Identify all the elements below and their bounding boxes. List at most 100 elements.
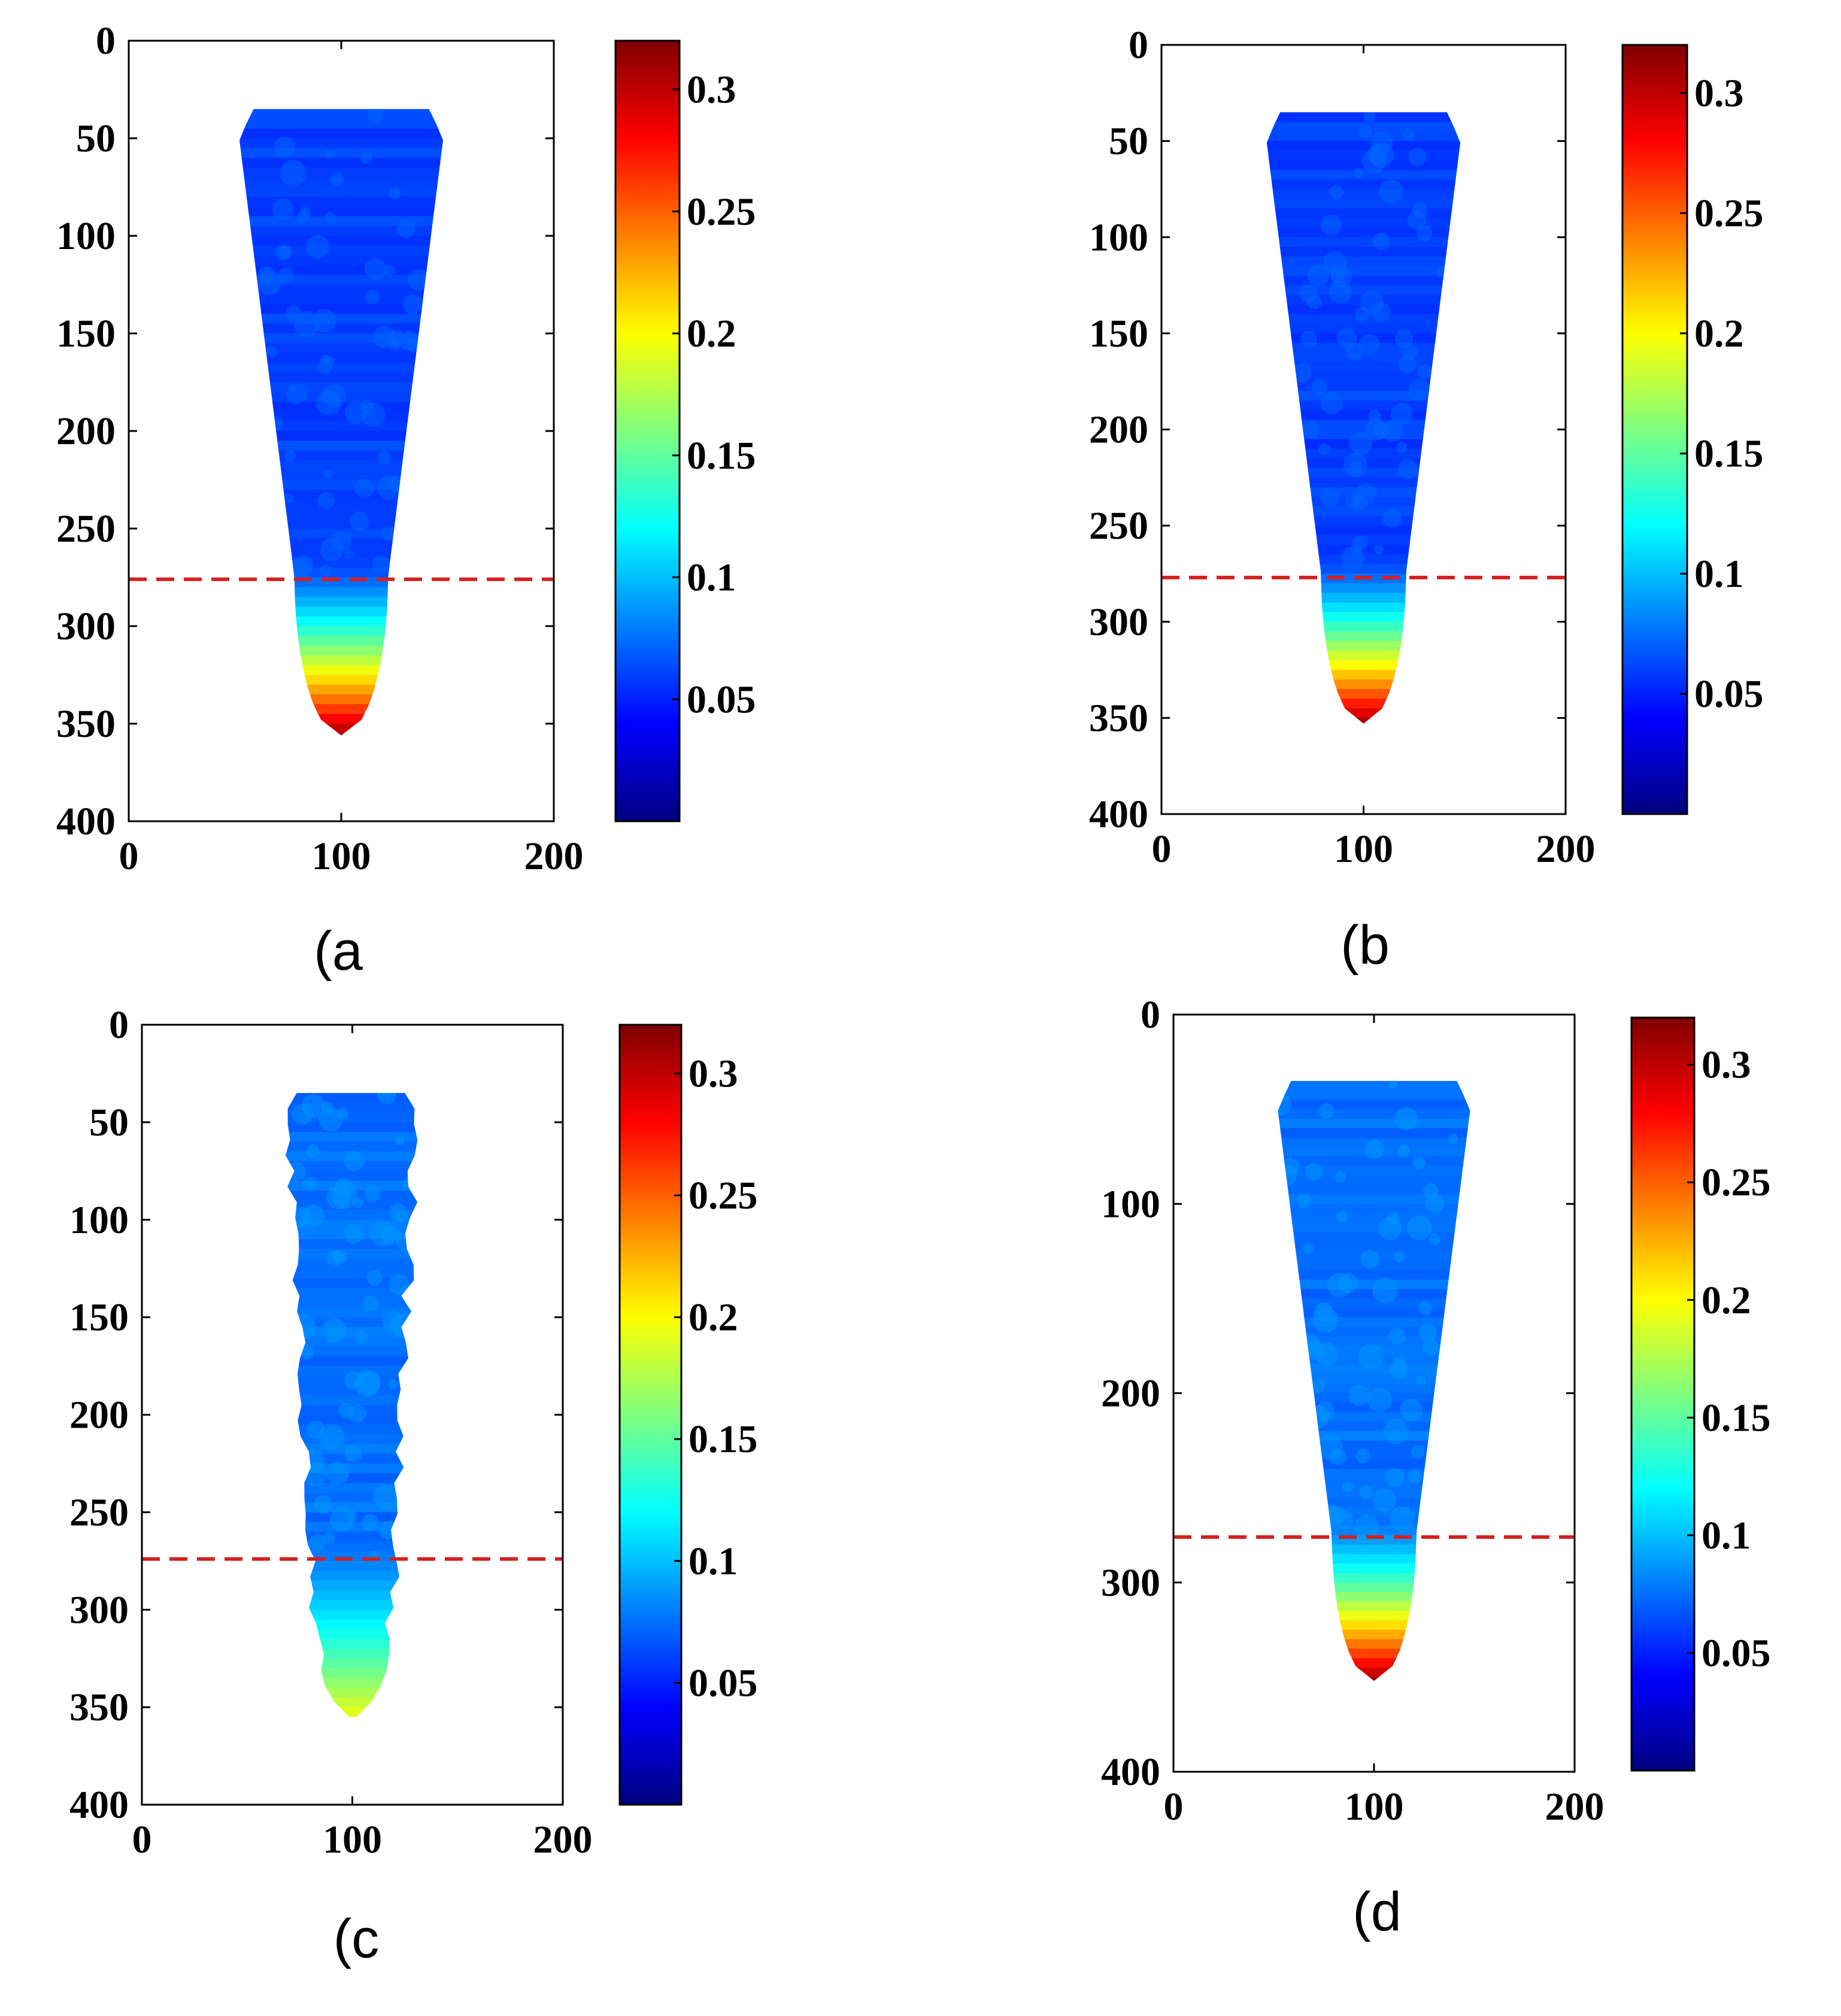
heat-band [1266,506,1461,517]
heat-band [1278,1109,1470,1119]
heat-speckle [360,151,372,164]
x-tick-label: 100 [1334,827,1393,871]
heat-band [1278,1507,1470,1517]
heat-speckle [383,265,395,277]
heat-speckle [290,558,311,579]
panel-caption: (c [333,1908,380,1969]
x-tick-label: 0 [1152,827,1172,871]
heat-band [285,1580,418,1591]
heat-band [1278,1374,1470,1385]
heat-speckle [1296,1333,1321,1358]
heat-field [285,1093,418,1717]
colorbar-tick-label: 0.2 [687,312,736,356]
heat-speckle [1358,333,1380,355]
colorbar-tick-label: 0.1 [1694,552,1744,596]
y-tick-label: 0 [109,1003,129,1047]
heat-band [239,636,443,646]
heat-band [239,216,443,227]
heat-band [285,1697,418,1708]
heat-speckle [329,1507,355,1532]
heat-speckle [381,526,397,541]
heat-speckle [365,290,380,305]
heat-band [1278,1592,1470,1602]
heat-band [1266,593,1461,603]
heat-speckle [1363,112,1376,123]
heat-band [285,1326,418,1338]
heat-band [239,441,443,451]
heat-speckle [395,1135,405,1146]
heat-speckle [1335,1171,1346,1183]
panel-caption: (a [314,921,363,982]
heat-band [239,323,443,334]
y-tick-label: 250 [1089,504,1148,548]
heat-band [239,450,443,461]
heat-speckle [1311,378,1328,395]
heat-speckle [1354,1514,1379,1539]
y-tick-label: 350 [1089,696,1148,740]
y-tick-label: 400 [1101,1750,1160,1794]
heat-speckle [1312,1307,1339,1333]
heat-speckle [303,1177,317,1191]
y-tick-label: 300 [1101,1561,1160,1605]
heat-speckle [1297,1194,1312,1209]
heat-speckle [1422,1338,1439,1356]
heat-speckle [278,245,292,259]
heat-band [1278,1582,1470,1593]
heat-band [285,1541,418,1552]
heat-band [239,333,443,344]
heat-band [1266,372,1461,382]
heat-band [1266,208,1461,219]
heat-band [1278,1677,1470,1681]
heat-band [1278,1080,1470,1091]
heat-speckle [289,1313,316,1340]
heat-speckle [1350,545,1361,556]
heat-band [1266,640,1461,651]
heat-speckle [319,1424,345,1450]
heat-band [1278,1317,1470,1328]
heat-band [285,1288,418,1299]
heat-speckle [1390,403,1413,426]
heat-speckle [1307,294,1322,309]
heat-speckle [314,1495,333,1514]
colorbar-tick-label: 0.1 [689,1540,738,1583]
heat-band [239,314,443,324]
heat-band [239,431,443,442]
heat-band [1278,1459,1470,1470]
heat-speckle [308,1534,326,1552]
heat-band [285,1687,418,1698]
heat-band [1266,199,1461,210]
heat-speckle [368,109,384,123]
heat-band [285,1648,418,1659]
heat-band [239,372,443,383]
heat-speckle [1394,329,1414,348]
heat-speckle [306,1420,325,1439]
heat-band [285,1483,418,1493]
heat-band [285,1668,418,1679]
x-tick-label: 0 [132,1818,152,1862]
heat-speckle [1408,1470,1422,1484]
heat-band [239,255,443,266]
heat-band [239,704,443,715]
heat-band [1266,275,1461,286]
heat-speckle [283,493,293,503]
heat-speckle [361,402,386,427]
heat-speckle [379,1520,398,1540]
heat-band [239,236,443,247]
heat-speckle [1387,1212,1400,1225]
heat-speckle [1358,1344,1384,1370]
heat-band [1278,1412,1470,1422]
heat-band [1266,708,1461,719]
heat-speckle [1321,214,1342,236]
heat-band [1266,141,1461,151]
heat-band [285,1298,418,1308]
colorbar [1621,44,1688,815]
heat-band [1266,256,1461,267]
heat-band [239,489,443,500]
heat-band [239,665,443,676]
y-tick-label: 200 [69,1393,129,1437]
heat-speckle [1329,184,1344,199]
heat-speckle [1418,1301,1433,1315]
heat-band [1278,1100,1470,1110]
heat-speckle [1398,356,1417,374]
y-tick-label: 100 [1089,215,1148,259]
